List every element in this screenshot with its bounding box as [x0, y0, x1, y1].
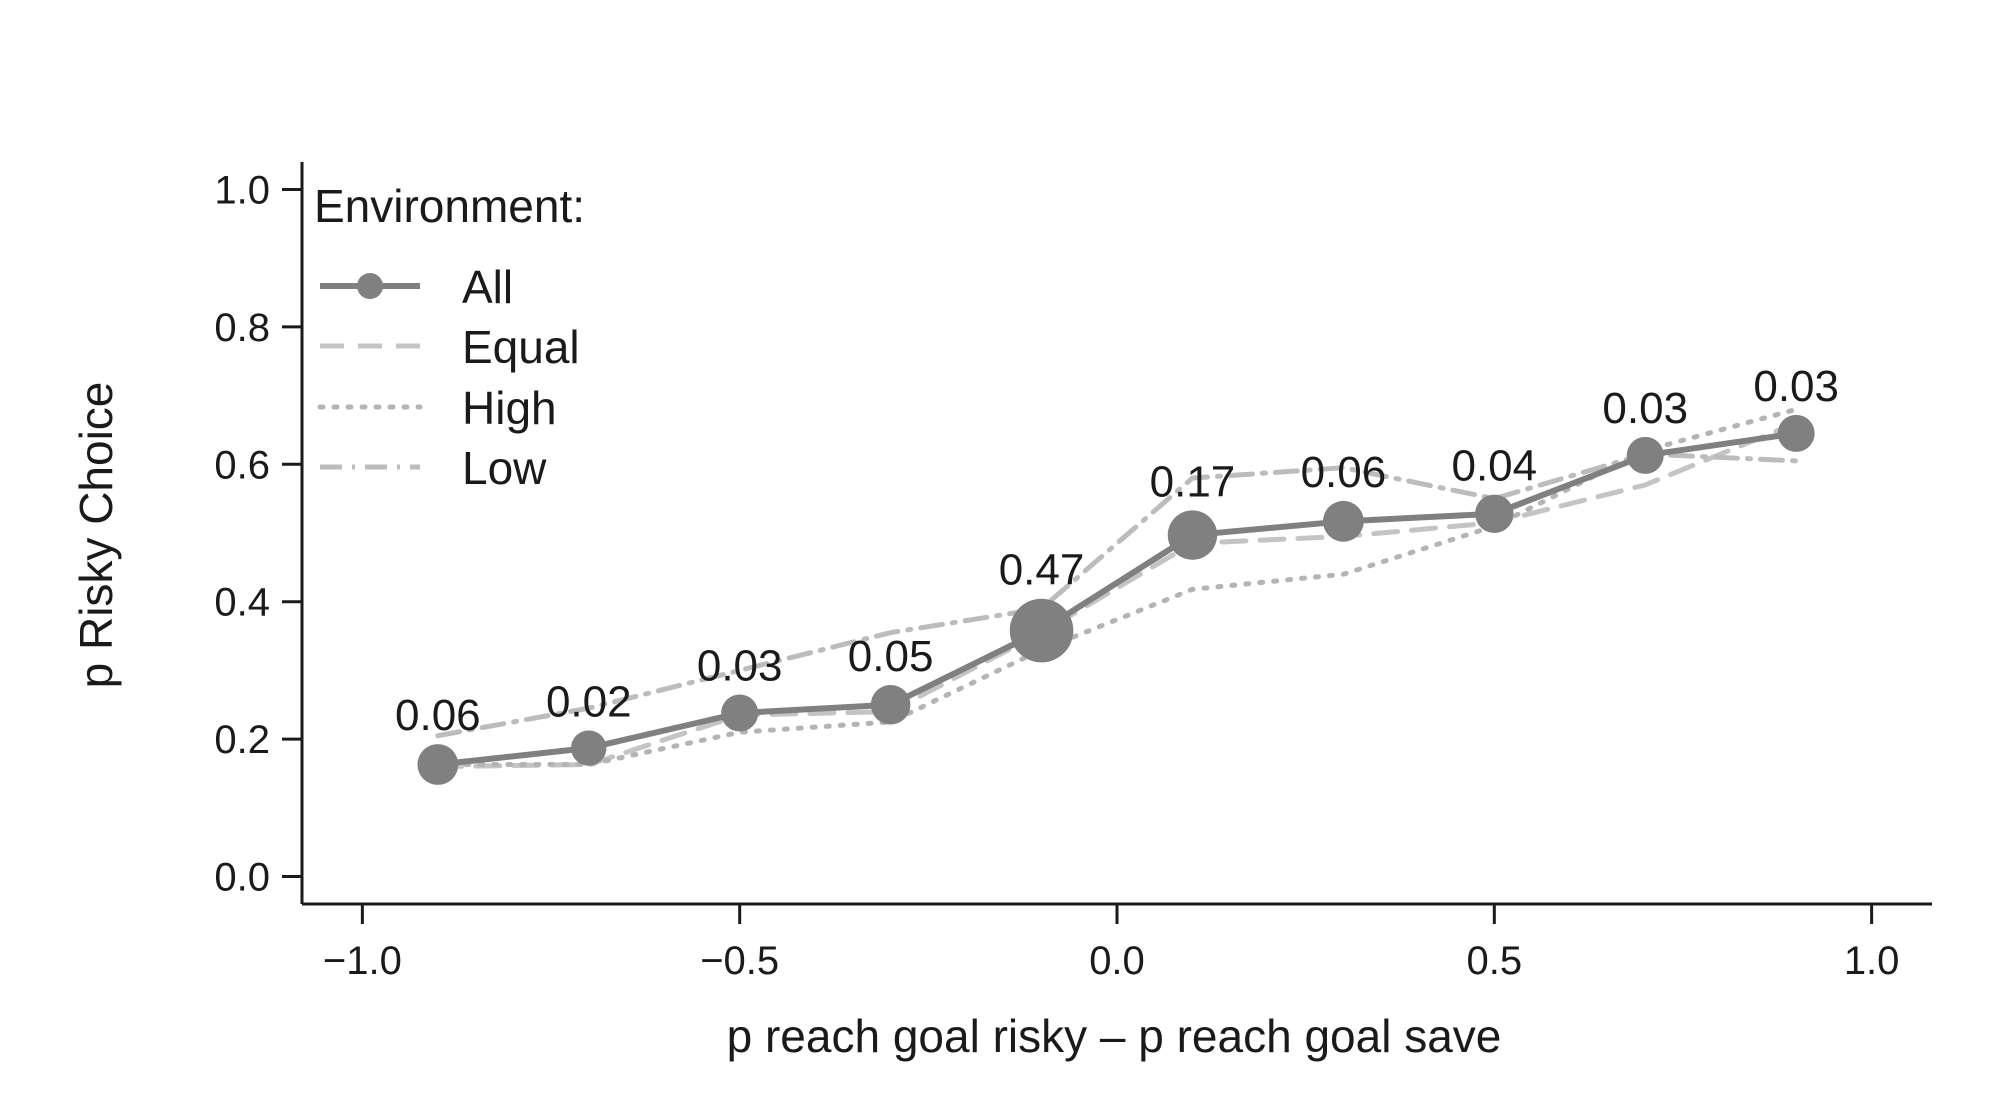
legend-label-equal: Equal	[462, 321, 580, 373]
data-label: 0.06	[1301, 448, 1387, 497]
legend-label-all: All	[462, 261, 513, 313]
data-point-all	[1626, 436, 1664, 474]
legend-label-high: High	[462, 382, 557, 434]
data-point-all	[870, 684, 911, 725]
legend-title: Environment:	[314, 180, 585, 232]
y-tick-label: 0.4	[214, 581, 270, 625]
legend-marker-all	[357, 273, 383, 299]
series-layer	[434, 406, 1800, 770]
data-point-all	[417, 744, 459, 785]
data-label: 0.03	[697, 642, 783, 691]
data-label: 0.03	[1602, 384, 1688, 433]
y-tick-label: 0.6	[214, 443, 270, 487]
data-point-all	[1322, 500, 1364, 542]
data-point-all	[1009, 598, 1074, 663]
data-label: 0.04	[1451, 442, 1537, 491]
y-tick-label: 1.0	[214, 168, 270, 212]
x-tick-label: 0.0	[1089, 939, 1145, 983]
data-point-all	[571, 730, 607, 766]
data-label: 0.47	[999, 546, 1085, 595]
series-line-low	[435, 451, 1799, 739]
data-point-all	[1777, 414, 1815, 452]
data-label: 0.05	[848, 632, 934, 681]
series-line-high	[435, 406, 1799, 768]
y-axis-title: p Risky Choice	[70, 382, 122, 689]
axes: 0.0 0.2 0.4 0.6 0.8 1.0 −1.0 −0.5 0.0 0.5 1.0	[214, 162, 1932, 983]
data-label: 0.03	[1753, 362, 1839, 411]
legend: Environment: All Equal High Low	[314, 180, 585, 494]
data-point-all	[721, 694, 759, 732]
data-point-all	[1475, 494, 1514, 533]
data-label: 0.02	[546, 677, 632, 726]
y-tick-label: 0.0	[214, 856, 270, 900]
y-tick-label: 0.2	[214, 718, 270, 762]
data-label: 0.06	[395, 691, 481, 740]
series-line-all	[434, 430, 1800, 768]
legend-label-low: Low	[462, 442, 547, 494]
y-tick-label: 0.8	[214, 306, 270, 350]
data-label: 0.17	[1150, 457, 1236, 506]
x-tick-label: 0.5	[1467, 939, 1523, 983]
x-tick-label: −0.5	[700, 939, 779, 983]
x-axis-title: p reach goal risky – p reach goal save	[727, 1010, 1502, 1062]
series-line-equal	[435, 420, 1799, 770]
data-point-all	[1167, 510, 1218, 560]
x-tick-label: −1.0	[323, 939, 402, 983]
x-tick-label: 1.0	[1844, 939, 1900, 983]
points-layer	[417, 414, 1815, 785]
data-labels: 0.06 0.02 0.03 0.05 0.47 0.17 0.06 0.04 0.03 0.03	[395, 362, 1839, 740]
